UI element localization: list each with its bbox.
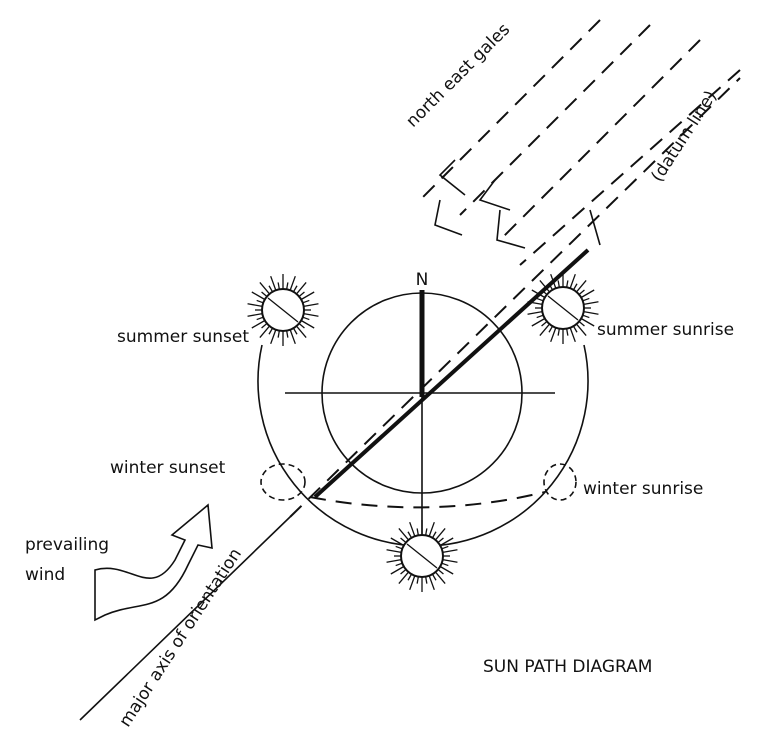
sun-part [408,532,412,538]
sun-part [417,528,418,535]
sun-part [540,324,550,335]
sun-part [294,286,298,292]
sun-part [269,286,273,292]
sun-part [294,328,298,334]
summer-sunset-label: summer sunset [117,327,249,347]
sun-part [549,326,553,332]
sun-part [290,276,295,290]
sun-part [433,532,437,538]
sun-part [410,522,415,536]
sun-part [278,282,279,289]
sun-part [584,312,599,315]
sun-part [296,326,306,337]
sun-part [576,324,586,335]
sun-part [304,314,319,317]
sun-part [583,298,590,300]
sun-part [542,321,547,325]
sun-part [567,329,568,336]
sun-part [574,326,578,332]
sun-part [260,326,270,337]
sun-part [410,576,415,590]
sun-part [399,528,409,539]
sun-part [426,577,427,584]
sun-part [435,572,445,583]
sun-part [443,560,458,563]
sun-part [429,576,434,590]
sun-part [537,315,544,317]
sun-part [396,546,403,548]
sun-part [583,315,590,317]
sun-part [537,298,544,300]
sun-part [551,328,556,342]
sun-part [528,312,543,315]
diagram-title: SUN PATH DIAGRAM [483,657,652,677]
sun-part [567,280,568,287]
sun-part [417,577,418,584]
sun-part [260,282,270,293]
sun-part [257,317,264,319]
sun-part [574,284,578,290]
sun-part [576,280,586,291]
sun-part [435,528,445,539]
axis-label: major axis of orientation [115,545,245,731]
sun-part [248,314,263,317]
datum-label: (datum line) [647,87,721,186]
sun-part [442,563,449,565]
sun-part [290,330,295,344]
sun-part [570,274,575,288]
sun-part [271,330,276,344]
sun-part [429,522,434,536]
sun-part [442,546,449,548]
sun-part [296,282,306,293]
sun-part [271,276,276,290]
sun-part [387,560,402,563]
sun-part [278,331,279,338]
summer-sunrise-label: summer sunrise [597,320,734,340]
sun-part [570,328,575,342]
wind-label: wind [25,565,65,585]
sun-part [299,323,304,327]
sun-part [303,300,310,302]
sun-part [558,280,559,287]
winter-sunrise-marker [544,464,576,500]
sun-part [262,323,267,327]
sun-part [443,550,458,553]
sun-part [257,300,264,302]
gales-label: north east gales [402,20,514,132]
sun-part [426,528,427,535]
sun-part [396,563,403,565]
sun-part [262,292,267,296]
sun-part [401,569,406,573]
north-label: N [416,270,429,290]
sun-part [408,574,412,580]
sun-part [438,569,443,573]
sun-path-diagram: N north east gales (datum line) summer s… [0,0,780,731]
sun-part [269,328,273,334]
winter-sunrise-label: winter sunrise [583,479,703,499]
sun-part [299,292,304,296]
sun-part [401,538,406,542]
sun-part [304,304,319,307]
sun-part [387,550,402,553]
sun-part [399,572,409,583]
sun-part [584,302,599,305]
sun-part [248,304,263,307]
sun-part [303,317,310,319]
sun-part [579,321,584,325]
sun-part [287,282,288,289]
wind-label: prevailing [25,535,109,555]
sun-part [438,538,443,542]
sun-part [433,574,437,580]
sun-part [287,331,288,338]
winter-sunset-label: winter sunset [110,458,226,478]
winter-path [310,492,545,507]
sun-part [558,329,559,336]
sun-part [579,290,584,294]
